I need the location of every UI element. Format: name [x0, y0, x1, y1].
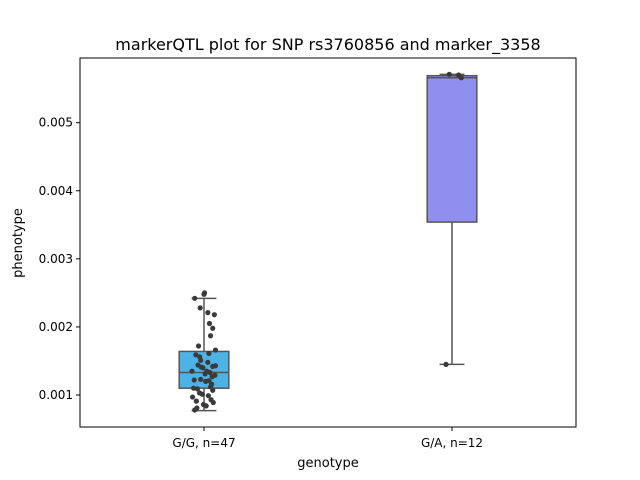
data-point	[203, 378, 209, 384]
box	[426, 74, 478, 223]
y-axis-label: phenotype	[11, 208, 26, 278]
y-tick-label: 0.002	[39, 320, 73, 334]
x-axis: G/G, n=47 G/A, n=12	[172, 427, 483, 450]
data-point	[193, 398, 199, 404]
data-point	[207, 369, 213, 376]
data-point	[189, 394, 196, 400]
data-point	[208, 397, 214, 403]
data-point	[189, 368, 195, 374]
y-tick-label: 0.005	[39, 116, 73, 130]
box-group	[178, 290, 230, 413]
x-tick-label: G/A, n=12	[421, 436, 483, 450]
y-axis: 0.001 0.002 0.003 0.004 0.005	[39, 116, 80, 402]
x-tick-label: G/G, n=47	[172, 436, 235, 450]
chart-title: markerQTL plot for SNP rs3760856 and mar…	[115, 35, 540, 55]
data-point	[212, 347, 219, 353]
data-point	[443, 361, 449, 367]
data-point	[199, 391, 205, 397]
data-point	[201, 290, 208, 296]
plot-frame	[79, 57, 577, 428]
data-point	[206, 350, 212, 357]
data-point	[203, 403, 209, 409]
data-point	[209, 374, 215, 380]
y-tick-label: 0.001	[39, 388, 73, 402]
x-axis-label: genotype	[297, 456, 358, 471]
data-point	[198, 376, 204, 382]
data-point	[210, 387, 216, 393]
data-point	[212, 363, 219, 369]
data-point	[210, 325, 216, 331]
box-group	[426, 71, 478, 367]
data-point	[200, 365, 206, 371]
data-point	[193, 352, 199, 358]
data-point	[205, 359, 211, 365]
data-point	[192, 295, 198, 301]
data-point	[458, 75, 464, 81]
data-point	[198, 357, 204, 363]
data-point	[205, 393, 211, 399]
data-point	[195, 343, 202, 349]
data-point	[211, 312, 217, 318]
data-point	[194, 405, 200, 411]
data-point	[191, 385, 197, 391]
data-point	[207, 333, 214, 339]
y-tick-label: 0.003	[39, 252, 73, 266]
data-point	[191, 377, 197, 383]
data-point	[197, 305, 203, 311]
data-point	[202, 371, 208, 377]
data-point	[446, 71, 452, 77]
data-point	[205, 310, 211, 316]
plot-area	[178, 71, 478, 413]
y-tick-label: 0.004	[39, 184, 73, 198]
data-point	[206, 320, 213, 327]
